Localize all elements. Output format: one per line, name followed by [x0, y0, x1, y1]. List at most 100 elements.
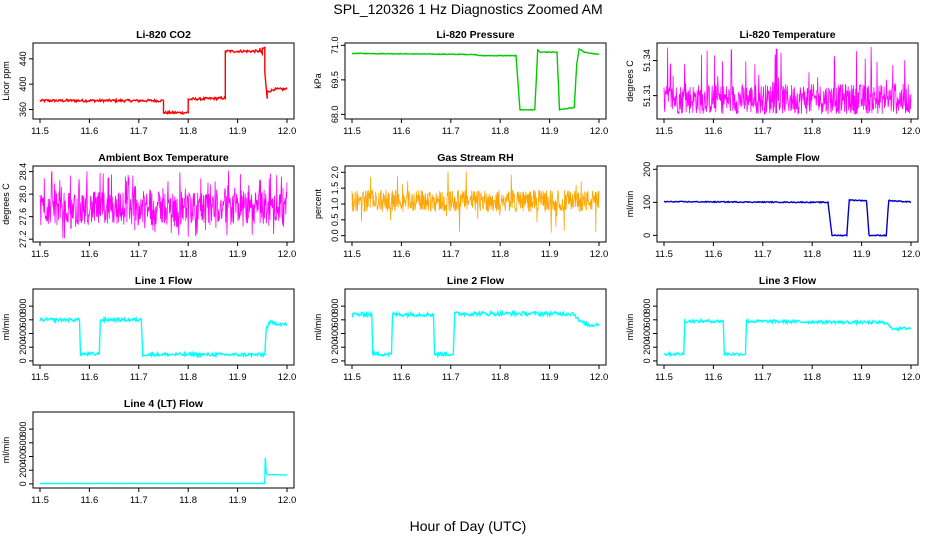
panel-title: Line 2 Flow — [447, 275, 505, 287]
panel-title: Gas Stream RH — [437, 152, 513, 164]
x-tick-label: 11.6 — [705, 126, 723, 137]
x-tick-label: 11.7 — [754, 126, 772, 137]
y-tick-label: 400 — [18, 449, 28, 464]
x-tick-label: 11.6 — [705, 249, 723, 260]
x-tick-label: 11.5 — [343, 126, 361, 137]
x-tick-label: 11.8 — [491, 372, 509, 383]
y-tick-label: 68.0 — [330, 106, 340, 124]
x-tick-label: 11.9 — [229, 126, 247, 137]
x-tick-label: 11.6 — [81, 372, 99, 383]
data-line — [40, 457, 287, 485]
y-tick-label: 600 — [18, 312, 28, 327]
y-tick-label: 100 — [642, 195, 652, 210]
y-tick-label: 400 — [642, 326, 652, 341]
y-tick-label: 0 — [642, 233, 652, 238]
x-tick-label: 12.0 — [902, 126, 921, 137]
y-tick-label: 27.6 — [18, 208, 28, 226]
x-tick-label: 11.9 — [541, 126, 559, 137]
x-tick-label: 12.0 — [278, 372, 297, 383]
x-axis-label: Hour of Day (UTC) — [409, 518, 527, 534]
plot-frame — [344, 42, 607, 120]
y-axis-label: ml/min — [1, 314, 11, 341]
y-axis-label: ml/min — [313, 314, 323, 341]
x-tick-label: 11.8 — [179, 372, 197, 383]
y-tick-label: 51.34 — [642, 49, 652, 72]
y-axis-label: Licor ppm — [1, 61, 11, 101]
y-tick-label: 1.0 — [330, 198, 340, 211]
y-tick-label: 800 — [330, 299, 340, 314]
plot-frame — [344, 288, 607, 366]
y-tick-label: 800 — [18, 422, 28, 437]
y-axis-label: ml/min — [1, 437, 11, 464]
x-tick-label: 11.7 — [442, 126, 460, 137]
x-tick-label: 11.7 — [130, 249, 148, 260]
x-tick-label: 11.9 — [541, 372, 559, 383]
y-tick-label: 200 — [18, 463, 28, 478]
plot-frame — [656, 165, 919, 243]
y-tick-label: 360 — [18, 102, 28, 117]
x-tick-label: 11.6 — [705, 372, 723, 383]
x-tick-label: 11.8 — [803, 126, 821, 137]
panel-title: Line 4 (LT) Flow — [124, 398, 204, 410]
x-tick-label: 11.6 — [393, 372, 411, 383]
y-tick-label: 200 — [642, 162, 652, 177]
panel-5: Gas Stream RH percent 0.0 0.5 1.0 1.5 2.0 11.5 1… — [313, 152, 608, 260]
panel-2: Li-820 Pressure kPa 68.0 69.5 71.0 11.5 11.6 11… — [313, 29, 608, 137]
data-line — [663, 198, 912, 238]
data-line — [351, 309, 600, 359]
x-tick-label: 11.7 — [130, 495, 148, 506]
y-tick-label: 0.0 — [330, 229, 340, 242]
x-tick-label: 11.9 — [853, 372, 871, 383]
y-tick-label: 51.31 — [642, 84, 652, 107]
plot-frame — [32, 288, 295, 366]
y-tick-label: 2.0 — [330, 166, 340, 179]
x-tick-label: 11.5 — [343, 249, 361, 260]
x-tick-label: 11.6 — [393, 126, 411, 137]
x-tick-label: 11.6 — [81, 249, 99, 260]
y-tick-label: 0 — [18, 358, 28, 363]
x-tick-label: 11.5 — [31, 126, 49, 137]
x-tick-label: 11.6 — [393, 249, 411, 260]
x-tick-label: 12.0 — [278, 495, 297, 506]
x-tick-label: 12.0 — [902, 372, 921, 383]
x-tick-label: 12.0 — [278, 249, 297, 260]
x-tick-label: 11.8 — [491, 126, 509, 137]
panel-title: Line 3 Flow — [759, 275, 817, 287]
x-tick-label: 11.9 — [853, 249, 871, 260]
x-tick-label: 12.0 — [590, 249, 609, 260]
y-tick-label: 600 — [330, 312, 340, 327]
plot-frame — [32, 42, 295, 120]
panel-4: Ambient Box Temperature degrees C 27.2 27.6… — [1, 152, 296, 260]
y-tick-label: 440 — [18, 51, 28, 66]
data-band — [351, 171, 600, 233]
y-tick-label: 69.5 — [330, 71, 340, 89]
figure-title: SPL_120326 1 Hz Diagnostics Zoomed AM — [333, 1, 603, 17]
x-tick-label: 11.8 — [179, 249, 197, 260]
x-tick-label: 11.9 — [229, 249, 247, 260]
data-band — [39, 170, 288, 239]
y-tick-label: 200 — [330, 340, 340, 355]
x-tick-label: 11.9 — [541, 249, 559, 260]
panel-3: Li-820 Temperature degrees C 51.31 51.34 11.… — [625, 29, 920, 137]
panel-6: Sample Flow ml/min 0 100 200 11.5 11.6 11.7 11.8… — [625, 152, 920, 260]
x-tick-label: 11.8 — [803, 249, 821, 260]
x-tick-label: 11.5 — [655, 249, 673, 260]
panel-1: Li-820 CO2 Licor ppm 360 400 440 11.5 11.6 11.7… — [1, 29, 296, 137]
x-tick-label: 11.8 — [179, 495, 197, 506]
x-tick-label: 11.5 — [31, 495, 49, 506]
panel-title: Li-820 Pressure — [436, 29, 514, 41]
data-line — [663, 317, 912, 358]
x-tick-label: 11.9 — [853, 126, 871, 137]
x-tick-label: 12.0 — [902, 249, 921, 260]
y-tick-label: 600 — [642, 312, 652, 327]
y-tick-label: 800 — [642, 299, 652, 314]
x-tick-label: 11.9 — [229, 372, 247, 383]
x-tick-label: 11.5 — [655, 372, 673, 383]
x-tick-label: 11.6 — [81, 495, 99, 506]
y-axis-label: percent — [313, 188, 323, 219]
y-tick-label: 27.2 — [18, 230, 28, 248]
x-tick-label: 11.7 — [442, 372, 460, 383]
x-tick-label: 11.7 — [130, 126, 148, 137]
